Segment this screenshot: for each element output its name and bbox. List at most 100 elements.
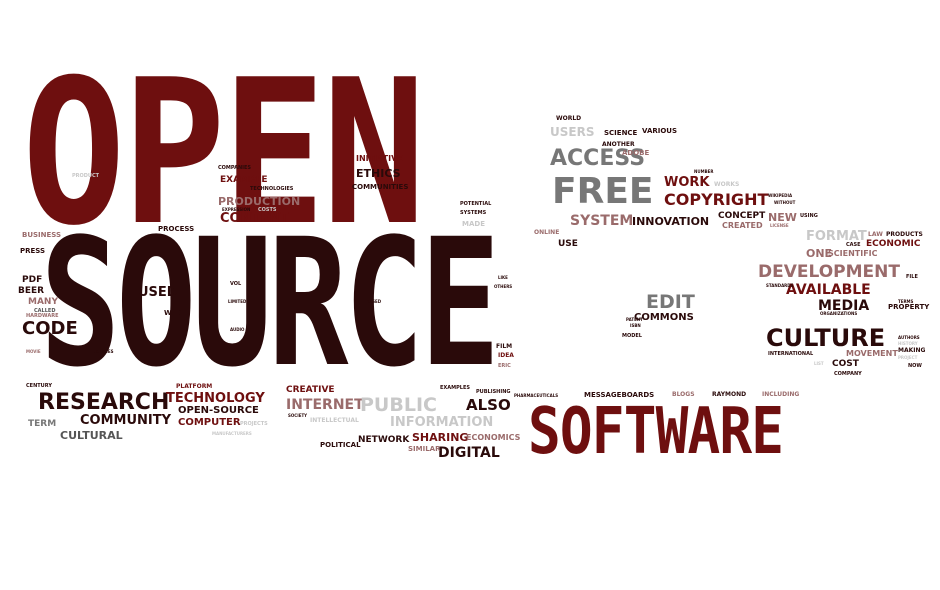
word-international: INTERNATIONAL [768,351,814,357]
word-development: DEVELOPMENT [758,262,900,282]
word-source: SOURCE [40,201,500,406]
word-term: TERM [28,419,57,429]
word-open: OPEN [22,37,426,270]
word-projects: PROJECTS [240,421,268,427]
word-creative: CREATIVE [286,385,335,395]
word-business: BUSINESS [22,231,62,239]
word-raymond: RAYMOND [712,391,747,398]
word-various: VARIOUS [642,127,678,135]
word-one: ONE [806,247,833,260]
word-copyright: COPYRIGHT [664,190,769,209]
word-messageboards: MESSAGEBOARDS [584,391,655,399]
word-culture: CULTURE [766,324,886,352]
word-patent: PATENT [626,317,643,322]
word-media: MEDIA [818,298,870,314]
word-communities: COMMUNITIES [352,183,409,191]
word-idea: IDEA [498,352,514,359]
word-content: CONTENT [220,211,289,226]
word-authors: AUTHORS [898,335,920,340]
word-without: WITHOUT [774,200,796,205]
word-technologies: TECHNOLOGIES [250,186,294,192]
word-organizations: ORGANIZATIONS [820,311,858,316]
word-web: WEB [164,309,182,317]
word-economics: ECONOMICS [466,433,521,442]
word-number: NUMBER [694,169,714,174]
word-technology: TECHNOLOGY [166,391,265,406]
word-examples: EXAMPLES [440,385,470,391]
word-based: BASED [366,299,382,304]
word-political: POLITICAL [320,441,361,449]
word-network: NETWORK [358,435,410,445]
word-similar: SIMILAR [408,445,441,453]
word-innovation: INNOVATION [632,215,710,228]
word-another: ANOTHER [602,141,635,148]
word-movement: MOVEMENT [846,349,898,358]
word-scientific: SCIENTIFIC [828,249,878,258]
word-terms: TERMS [898,299,914,304]
word-initiative: INITIATIVE [356,154,403,163]
word-product: PRODUCT [72,173,100,179]
word-expression: EXPRESSION [222,207,251,212]
word-commons: COMMONS [634,312,694,323]
word-now: NOW [908,363,922,369]
word-platform: PLATFORM [176,383,213,390]
word-world: WORLD [556,115,582,122]
word-sharing: SHARING [412,431,469,444]
word-project: PROJECT [898,355,918,360]
word-file: FILE [906,274,918,280]
word-used: USED [138,285,178,300]
word-costs: COSTS [258,207,277,213]
word-free: FREE [552,171,654,212]
word-online: ONLINE [534,229,560,236]
word-available: AVAILABLE [786,282,871,298]
word-community: COMMUNITY [80,413,172,428]
word-made: MADE [462,220,485,228]
word-potential: POTENTIAL [460,201,492,207]
word-edit: EDIT [646,291,695,313]
word-movie: MOVIE [26,349,41,354]
word-science: SCIENCE [604,129,638,137]
word-manufacturers: MANUFACTURERS [212,431,252,436]
word-computer: COMPUTER [178,417,241,428]
word-society: SOCIETY [288,413,308,418]
word-century: CENTURY [26,383,52,389]
word-pdf: PDF [22,275,43,285]
word-list: LIST [814,361,824,366]
word-software: SOFTWARE [528,395,784,469]
word-others: OTHERS [494,284,513,289]
word-concept: CONCEPT [718,211,766,221]
word-using: USING [800,213,818,219]
word-economic: ECONOMIC [866,239,921,249]
word-license: LICENSE [770,223,789,228]
word-also: ALSO [466,396,511,414]
word-history: HISTORY [898,341,918,346]
word-publishing: PUBLISHING [476,389,511,395]
word-blogs: BLOGS [672,391,695,398]
word-model: MODEL [622,333,642,339]
word-standards: STANDARDS [766,283,794,288]
word-company: COMPANY [834,371,862,377]
word-limited: LIMITED [228,299,247,304]
word-use: USE [558,239,578,249]
word-adobe: ADOBE [622,149,650,157]
word-work: WORK [664,175,710,190]
word-research: RESEARCH [38,390,170,415]
word-information: INFORMATION [390,415,494,430]
word-open-source: OPEN-SOURCE [178,405,259,416]
word-example: EXAMPLE [220,175,268,185]
word-new: NEW [768,211,797,224]
word-making: MAKING [898,347,926,354]
word-production: PRODUCTION [218,195,301,208]
word-isbn: ISBN [630,323,641,328]
word-created: CREATED [722,221,763,230]
word-cultural: CULTURAL [60,429,123,442]
word-wikipedia: WIKIPEDIA [768,193,793,198]
word-public: PUBLIC [360,394,437,416]
word-audio: AUDIO [230,327,245,332]
word-vol: VOL [230,281,242,287]
word-digital: DIGITAL [438,445,500,461]
word-pharmaceuticals: PHARMACEUTICALS [514,393,559,398]
word-internet: INTERNET [286,397,364,413]
word-including: INCLUDING [762,391,800,398]
